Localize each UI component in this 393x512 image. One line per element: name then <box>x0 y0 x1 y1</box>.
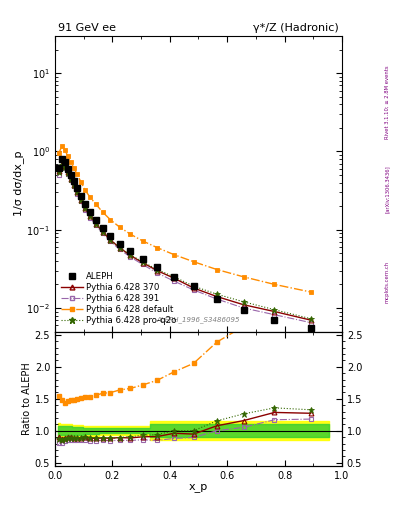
Text: Rivet 3.1.10; ≥ 2.8M events: Rivet 3.1.10; ≥ 2.8M events <box>385 66 390 139</box>
X-axis label: x_p: x_p <box>189 482 208 492</box>
Text: 91 GeV ee: 91 GeV ee <box>58 23 116 33</box>
Y-axis label: 1/σ dσ/dx_p: 1/σ dσ/dx_p <box>13 151 24 217</box>
Text: γ*/Z (Hadronic): γ*/Z (Hadronic) <box>253 23 339 33</box>
Y-axis label: Ratio to ALEPH: Ratio to ALEPH <box>22 362 32 435</box>
Text: [arXiv:1306.3436]: [arXiv:1306.3436] <box>385 165 390 214</box>
Legend: ALEPH, Pythia 6.428 370, Pythia 6.428 391, Pythia 6.428 default, Pythia 6.428 pr: ALEPH, Pythia 6.428 370, Pythia 6.428 39… <box>58 268 180 329</box>
Text: mcplots.cern.ch: mcplots.cern.ch <box>385 261 390 303</box>
Text: ALEPH_1996_S3486095: ALEPH_1996_S3486095 <box>157 316 240 323</box>
